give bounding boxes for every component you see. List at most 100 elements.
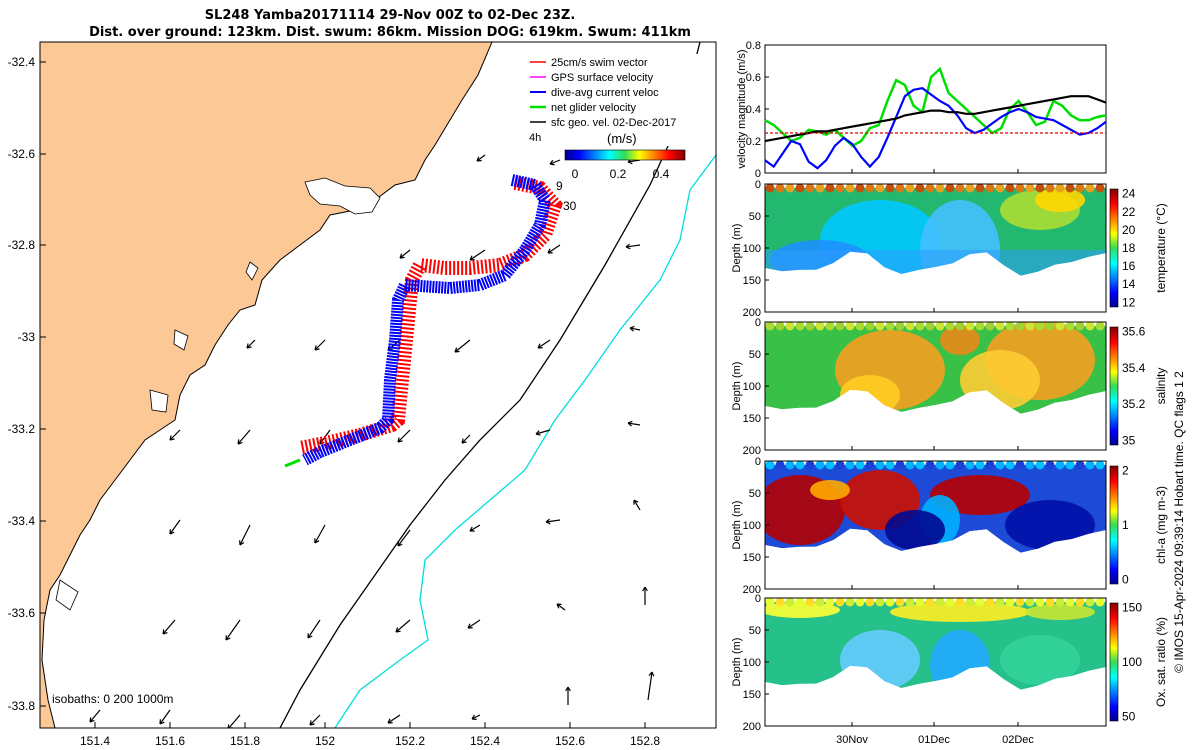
section-colorbar (1109, 188, 1119, 308)
legend-dive-avg: dive-avg current veloc (551, 87, 659, 99)
day-tick-label: 02Dec (1002, 734, 1034, 746)
day-tick-label: 30Nov (836, 734, 868, 746)
depth-tick: 50 (749, 488, 761, 500)
section-panel-temperature: 0 50 100 150 200 Depth (m) 12 14 16 18 20 22 24 tempe… (731, 179, 1168, 319)
depth-tick: 200 (743, 445, 761, 457)
cbar-tick: 16 (1122, 259, 1136, 273)
velocity-arrow (476, 154, 486, 162)
velocity-arrow (239, 524, 251, 546)
depth-ylabel: Depth (m) (731, 501, 743, 550)
lon-tick-label: 151.4 (80, 734, 110, 748)
track-label-9: 9 (556, 179, 563, 193)
velocity-arrow (225, 619, 241, 641)
cbar-tick: 14 (1122, 277, 1136, 291)
ts-ytick: 0.6 (746, 72, 761, 84)
cbar-tick: 20 (1122, 223, 1136, 237)
velocity-timeseries-panel: velocity magnitude (m/s) 0 0.2 0.4 0.6 0.8 (736, 40, 1107, 180)
velocity-arrow (309, 714, 321, 726)
cbar-tick: 1 (1122, 518, 1129, 532)
ts-series-line-2 (764, 95, 1107, 143)
lon-tick-label: 151.8 (230, 734, 260, 748)
depth-ylabel: Depth (m) (731, 362, 743, 411)
velocity-arrow (307, 619, 321, 639)
velocity-arrow (471, 714, 481, 720)
depth-tick: 100 (743, 243, 761, 255)
velocity-arrow (89, 709, 101, 723)
section-panel-salinity: 0 50 100 150 200 Depth (m) 35 35.2 35.4 35.6 salin… (731, 317, 1168, 457)
velocity-arrow (537, 339, 551, 349)
map-cbar-tick-1: 0.2 (610, 167, 627, 181)
lat-tick-label: -33.8 (8, 699, 36, 713)
depth-tick: 200 (743, 307, 761, 319)
velocity-arrow (633, 499, 641, 511)
velocity-arrow (565, 686, 571, 705)
cbar-tick: 35 (1122, 433, 1136, 447)
depth-tick: 200 (743, 721, 761, 733)
legend-net-velocity: net glider velocity (551, 102, 636, 114)
cbar-tick: 0 (1122, 572, 1129, 586)
glider-track (284, 174, 563, 468)
velocity-arrow (246, 339, 256, 349)
velocity-arrow (556, 603, 566, 611)
velocity-arrow (314, 524, 326, 544)
ts-series-line-1 (764, 87, 1107, 170)
estuary-islands (304, 177, 381, 215)
ts-ytick: 0.2 (746, 136, 761, 148)
depth-tick: 0 (755, 593, 761, 605)
velocity-arrow (387, 714, 401, 724)
ts-ylabel: velocity magnitude (m/s) (736, 49, 748, 168)
ts-ytick: 0 (755, 168, 761, 180)
cbar-label-chl-a: chl-a (mg m-3) (1154, 486, 1168, 564)
legend-extra-4h: 4h (529, 132, 541, 144)
velocity-arrow (549, 159, 561, 166)
cbar-tick: 100 (1122, 655, 1142, 669)
lat-tick-label: -33 (18, 330, 36, 344)
cbar-label-temperature: temperature (°C) (1154, 203, 1168, 293)
velocity-arrow (399, 249, 411, 259)
map-cbar-tick-0: 0 (572, 167, 579, 181)
cbar-tick: 22 (1122, 205, 1136, 219)
lat-tick-label: -32.4 (8, 55, 36, 69)
depth-tick: 100 (743, 657, 761, 669)
cbar-tick: 35.6 (1122, 325, 1146, 339)
map-cbar-tick-2: 0.4 (653, 167, 670, 181)
lat-tick-label: -33.4 (8, 514, 36, 528)
lat-tick-label: -33.6 (8, 606, 36, 620)
velocity-arrow (545, 518, 561, 525)
depth-tick: 0 (755, 179, 761, 191)
section-colorbar (1109, 465, 1119, 585)
lat-tick-label: -32.6 (8, 147, 36, 161)
lon-tick-label: 152 (315, 734, 335, 748)
lon-tick-label: 152.4 (470, 734, 500, 748)
depth-tick: 50 (749, 211, 761, 223)
velocity-arrow (642, 586, 648, 605)
section-panel-chl-a: 0 50 100 150 200 Depth (m) 0 1 2 chl-a (mg m-3) (731, 456, 1168, 596)
velocity-arrow (461, 434, 471, 444)
lon-tick-label: 152.8 (630, 734, 660, 748)
depth-tick: 200 (743, 584, 761, 596)
map-legend: 25cm/s swim vector GPS surface velocity … (528, 54, 716, 146)
legend-sfc-geo-vel: sfc geo. vel. 02-Dec-2017 (551, 117, 676, 129)
isobath-200m (279, 42, 701, 728)
section-panel-oxygen: 0 50 100 150 200 Depth (m) 50 100 150 Ox. sat. ra… (731, 593, 1168, 733)
cbar-tick: 35.4 (1122, 361, 1146, 375)
depth-tick: 150 (743, 275, 761, 287)
depth-tick: 50 (749, 625, 761, 637)
map-axes: 151.4 151.6 151.8 152 152.2 152.4 152.6 152.8 -3… (8, 55, 661, 748)
land-area (40, 42, 493, 728)
depth-tick: 100 (743, 520, 761, 532)
depth-tick: 0 (755, 456, 761, 468)
cbar-tick: 50 (1122, 709, 1136, 723)
map-panel: 9 30 25cm/s swim vector GPS surface velo… (8, 41, 717, 748)
legend-gps-velocity: GPS surface velocity (551, 72, 654, 84)
velocity-arrow (397, 529, 411, 547)
map-frame (39, 41, 717, 729)
velocity-arrow (535, 429, 551, 436)
cbar-label-oxygen: Ox. sat. ratio (%) (1154, 617, 1168, 707)
velocity-arrow (629, 325, 641, 332)
cbar-tick: 12 (1122, 295, 1136, 309)
velocity-arrow (159, 709, 171, 725)
map-colorbar: 0 0.2 0.4 (564, 149, 686, 181)
cbar-tick: 2 (1122, 464, 1129, 478)
